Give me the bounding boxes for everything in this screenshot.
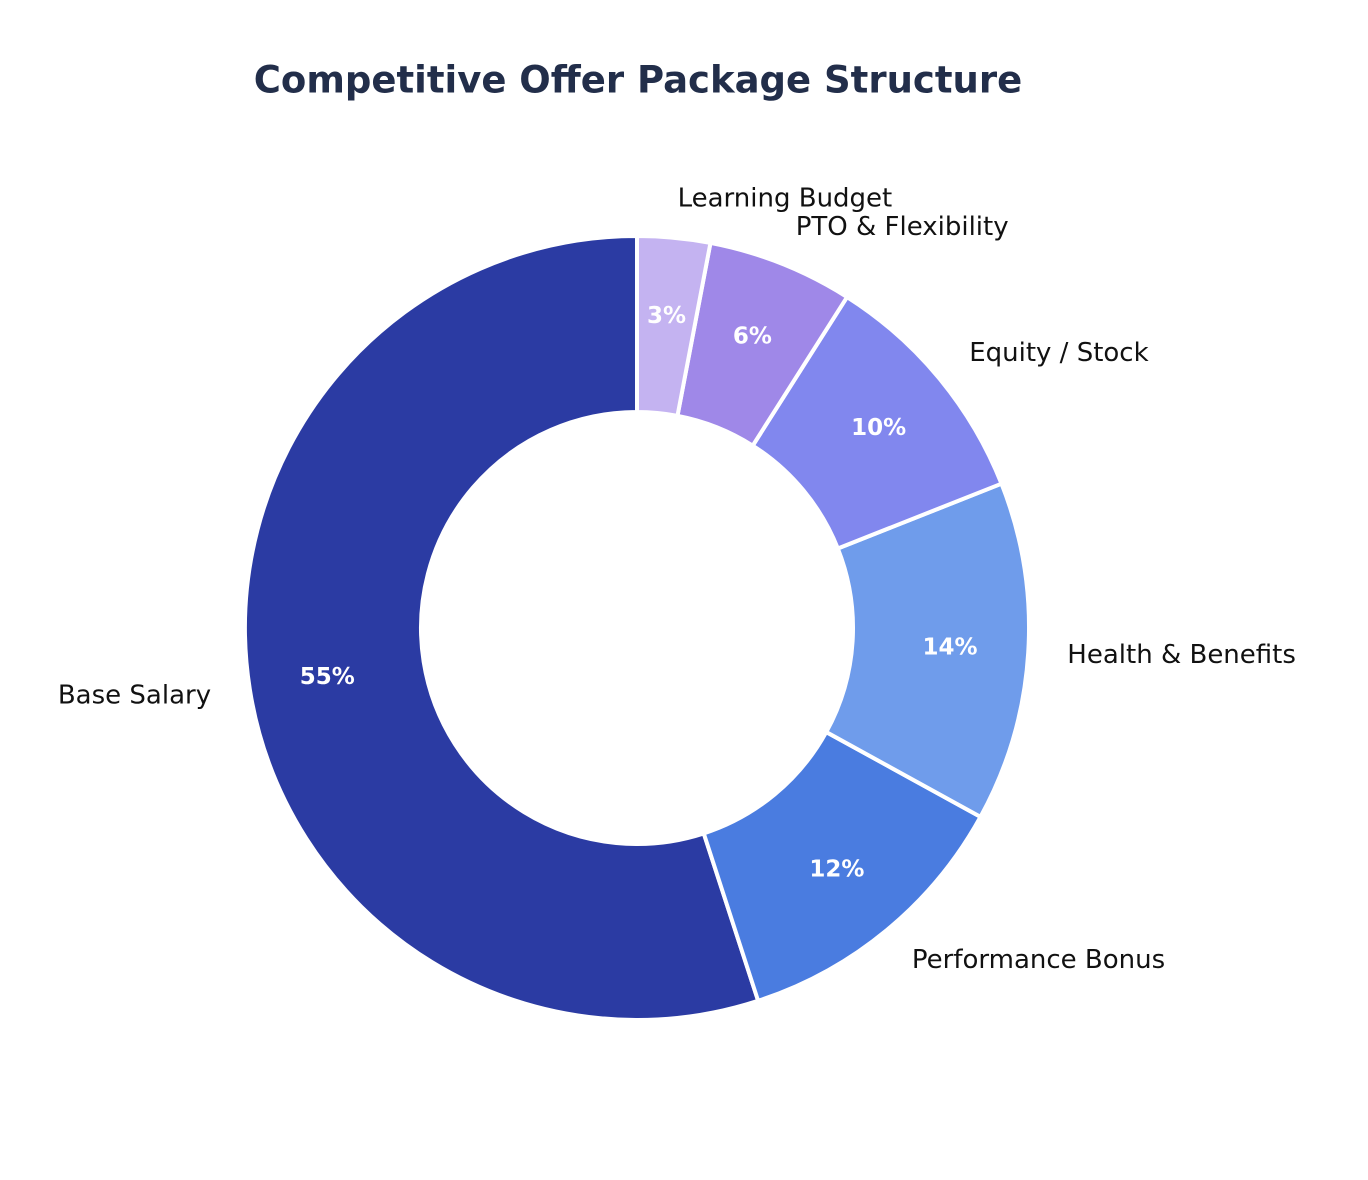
pie-slice-base-salary bbox=[243, 234, 761, 1022]
percent-label-performance-bonus: 12% bbox=[809, 857, 864, 883]
slice-label-learning-budget: Learning Budget bbox=[678, 184, 893, 214]
percent-label-health-benefits: 14% bbox=[922, 635, 977, 661]
percent-label-pto-flexibility: 6% bbox=[733, 323, 772, 349]
percent-label-equity-stock: 10% bbox=[851, 415, 906, 441]
slice-label-health-benefits: Health & Benefits bbox=[1067, 640, 1296, 670]
percent-label-base-salary: 55% bbox=[300, 664, 355, 690]
slice-label-base-salary: Base Salary bbox=[58, 681, 211, 711]
slice-label-pto-flexibility: PTO & Flexibility bbox=[796, 212, 1009, 242]
pie-slice-health-benefits bbox=[824, 481, 1031, 819]
percent-label-learning-budget: 3% bbox=[647, 303, 686, 329]
slice-label-equity-stock: Equity / Stock bbox=[969, 338, 1148, 368]
chart-title: Competitive Offer Package Structure bbox=[253, 58, 1023, 102]
slice-label-performance-bonus: Performance Bonus bbox=[912, 945, 1165, 975]
pie-slice-learning-budget bbox=[635, 234, 713, 418]
